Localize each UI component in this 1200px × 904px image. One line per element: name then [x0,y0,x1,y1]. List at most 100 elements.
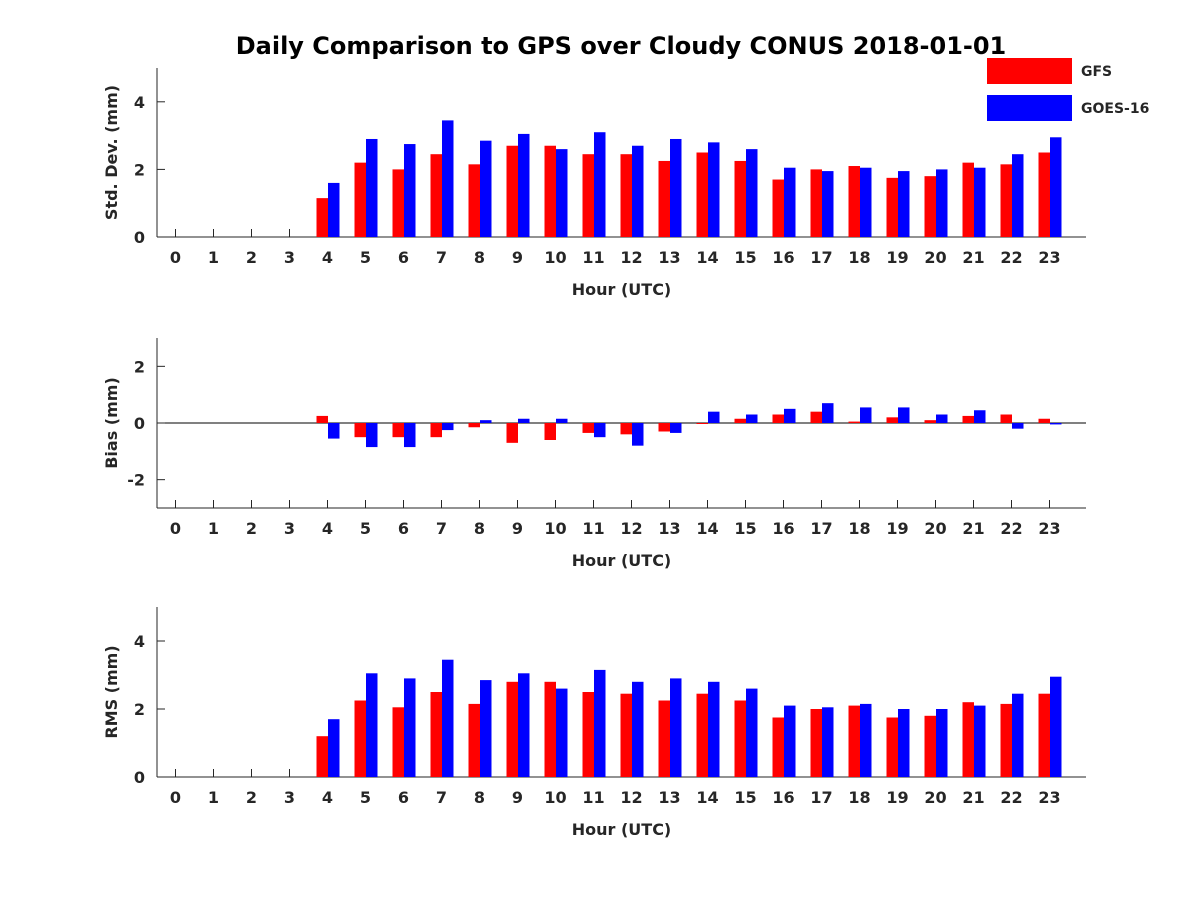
bar-goes16-hour-7 [442,659,454,777]
x-tick-label: 10 [544,788,566,807]
legend-swatch-goes16 [987,95,1072,121]
bar-gfs-hour-11 [582,423,594,433]
bar-goes16-hour-9 [518,673,530,777]
bar-gfs-hour-4 [316,198,328,237]
bar-gfs-hour-18 [848,421,860,423]
bar-goes16-hour-10 [556,688,568,777]
bar-goes16-hour-17 [822,403,834,423]
bar-goes16-hour-8 [480,420,492,423]
x-tick-label: 7 [436,519,447,538]
x-tick-label: 18 [848,788,870,807]
x-tick-label: 21 [962,788,984,807]
bar-goes16-hour-14 [708,142,720,237]
bar-goes16-hour-15 [746,688,758,777]
bar-gfs-hour-15 [734,160,746,237]
x-tick-label: 19 [886,788,908,807]
x-tick-label: 22 [1000,248,1022,267]
bar-goes16-hour-14 [708,411,720,423]
legend-swatch-gfs [987,58,1072,84]
bar-gfs-hour-23 [1038,418,1050,423]
bar-goes16-hour-23 [1050,423,1062,425]
bar-goes16-hour-22 [1012,693,1024,777]
bar-goes16-hour-6 [404,144,416,237]
x-tick-label: 0 [170,788,181,807]
x-tick-label: 5 [360,248,371,267]
x-tick-label: 18 [848,248,870,267]
bar-goes16-hour-20 [936,709,948,777]
bar-goes16-hour-12 [632,145,644,237]
x-tick-label: 8 [474,788,485,807]
x-tick-label: 9 [512,519,523,538]
x-tick-label: 4 [322,788,333,807]
bar-goes16-hour-13 [670,138,682,237]
bar-gfs-hour-19 [886,177,898,237]
bar-gfs-hour-18 [848,166,860,237]
bar-goes16-hour-10 [556,149,568,237]
bar-goes16-hour-14 [708,681,720,777]
bar-goes16-hour-8 [480,680,492,777]
bar-goes16-hour-21 [974,410,986,423]
x-tick-label: 16 [772,788,794,807]
bar-goes16-hour-8 [480,140,492,237]
y-tick-label: 4 [134,93,145,112]
y-axis-label: Std. Dev. (mm) [102,85,121,220]
bar-gfs-hour-6 [392,169,404,237]
y-tick-label: 0 [134,768,145,787]
x-tick-label: 9 [512,788,523,807]
x-tick-label: 1 [208,248,219,267]
bar-gfs-hour-4 [316,736,328,777]
x-tick-label: 12 [620,788,642,807]
bar-gfs-hour-14 [696,152,708,237]
bar-gfs-hour-10 [544,681,556,777]
x-tick-label: 14 [696,788,718,807]
bar-goes16-hour-16 [784,167,796,237]
x-tick-label: 16 [772,248,794,267]
x-tick-label: 20 [924,788,946,807]
bar-gfs-hour-13 [658,160,670,237]
bar-gfs-hour-19 [886,717,898,777]
bar-goes16-hour-5 [366,138,378,237]
bar-gfs-hour-14 [696,423,708,424]
bar-gfs-hour-9 [506,681,518,777]
x-tick-label: 20 [924,248,946,267]
bar-gfs-hour-23 [1038,693,1050,777]
bar-gfs-hour-16 [772,717,784,777]
x-tick-label: 23 [1038,519,1060,538]
bar-gfs-hour-14 [696,693,708,777]
y-tick-label: 2 [134,700,145,719]
bar-goes16-hour-22 [1012,423,1024,429]
bar-gfs-hour-20 [924,176,936,237]
bar-goes16-hour-6 [404,678,416,777]
bar-goes16-hour-12 [632,423,644,446]
bar-gfs-hour-18 [848,705,860,777]
x-tick-label: 23 [1038,248,1060,267]
x-tick-label: 20 [924,519,946,538]
bar-gfs-hour-5 [354,700,366,777]
bar-goes16-hour-7 [442,120,454,237]
bar-gfs-hour-23 [1038,152,1050,237]
x-tick-label: 4 [322,519,333,538]
x-tick-label: 19 [886,248,908,267]
x-tick-label: 16 [772,519,794,538]
legend-label-gfs: GFS [1081,64,1112,80]
bar-gfs-hour-8 [468,164,480,237]
bar-goes16-hour-19 [898,407,910,423]
bar-gfs-hour-17 [810,169,822,237]
bar-goes16-hour-19 [898,709,910,777]
x-tick-label: 11 [582,248,604,267]
bar-goes16-hour-23 [1050,676,1062,777]
bar-gfs-hour-7 [430,692,442,777]
y-axis-label: Bias (mm) [102,377,121,469]
bar-gfs-hour-12 [620,423,632,435]
x-tick-label: 19 [886,519,908,538]
bar-goes16-hour-17 [822,171,834,237]
x-tick-label: 18 [848,519,870,538]
bar-gfs-hour-13 [658,700,670,777]
bar-goes16-hour-21 [974,167,986,237]
bar-gfs-hour-15 [734,700,746,777]
bar-goes16-hour-20 [936,414,948,423]
x-tick-label: 14 [696,248,718,267]
bar-gfs-hour-11 [582,154,594,237]
chart-title: Daily Comparison to GPS over Cloudy CONU… [235,32,1007,60]
